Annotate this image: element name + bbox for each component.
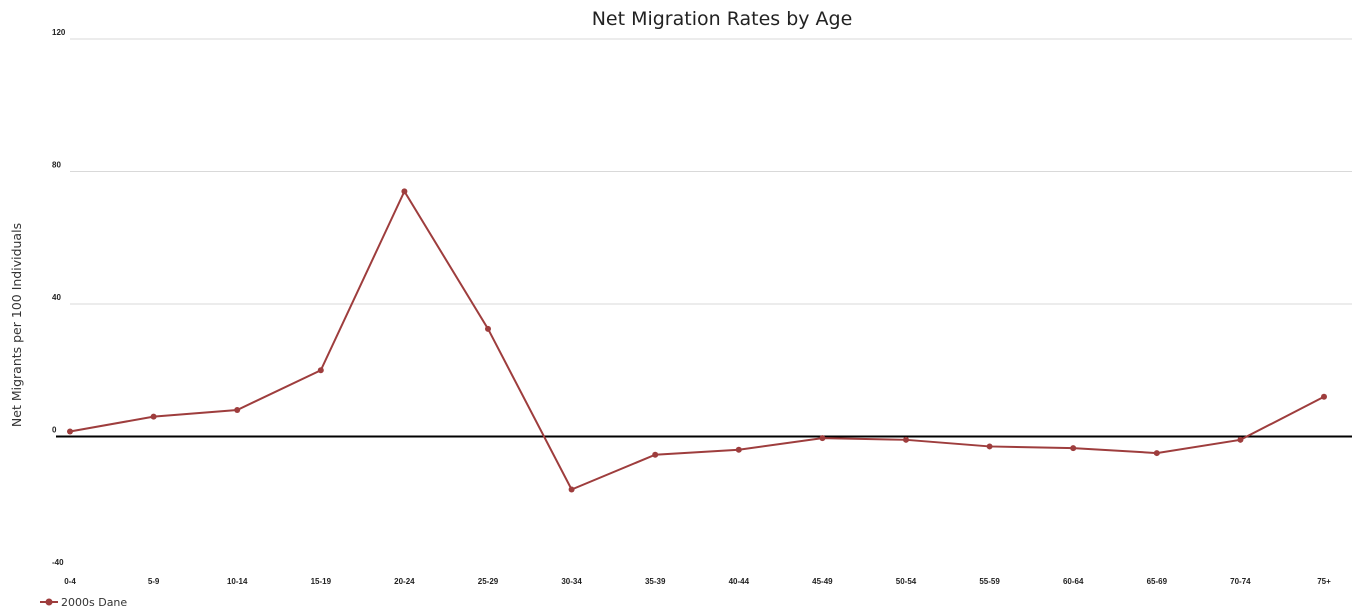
data-point[interactable] <box>735 446 742 453</box>
x-tick-label: 50-54 <box>896 577 917 586</box>
data-point[interactable] <box>1070 445 1077 452</box>
x-tick-label: 0-4 <box>64 577 76 586</box>
x-tick-label: 55-59 <box>979 577 1000 586</box>
data-point[interactable] <box>150 413 157 420</box>
legend[interactable]: 2000s Dane <box>40 596 127 609</box>
x-tick-label: 60-64 <box>1063 577 1084 586</box>
y-tick-label: 120 <box>52 28 66 37</box>
data-point[interactable] <box>568 486 575 493</box>
x-tick-label: 45-49 <box>812 577 833 586</box>
series-line <box>69 189 1325 491</box>
x-tick-label: 40-44 <box>729 577 750 586</box>
x-tick-label: 25-29 <box>478 577 499 586</box>
y-tick-label: 40 <box>52 293 61 302</box>
x-tick-label: 15-19 <box>311 577 332 586</box>
series-layer <box>67 188 1327 493</box>
y-tick-labels: 120 80 40 0 -40 <box>52 28 66 567</box>
x-tick-labels: 0-4 5-9 10-14 15-19 20-24 25-29 30-34 35-39 40-4… <box>64 577 1331 586</box>
x-tick-label: 30-34 <box>561 577 582 586</box>
chart-title: Net Migration Rates by Age <box>592 8 853 30</box>
x-tick-label: 10-14 <box>227 577 248 586</box>
data-point[interactable] <box>1153 450 1160 457</box>
data-point[interactable] <box>401 188 408 195</box>
x-tick-label: 70-74 <box>1230 577 1251 586</box>
x-tick-label: 35-39 <box>645 577 666 586</box>
y-tick-label: 0 <box>52 426 57 435</box>
y-tick-label: 80 <box>52 161 61 170</box>
y-axis-label: Net Migrants per 100 Individuals <box>9 223 24 427</box>
y-tick-label: -40 <box>52 558 64 567</box>
x-tick-label: 20-24 <box>394 577 415 586</box>
legend-label: 2000s Dane <box>61 596 127 609</box>
x-tick-label: 75+ <box>1317 577 1331 586</box>
data-point[interactable] <box>652 451 659 458</box>
data-point[interactable] <box>1321 393 1327 400</box>
data-point[interactable] <box>1237 436 1244 443</box>
x-tick-label: 5-9 <box>148 577 160 586</box>
data-point[interactable] <box>317 367 324 374</box>
data-point[interactable] <box>903 436 909 443</box>
data-point[interactable] <box>819 435 826 442</box>
grid-lines <box>70 38 1352 305</box>
data-point[interactable] <box>485 325 491 332</box>
data-point[interactable] <box>67 428 73 435</box>
legend-marker <box>45 598 53 606</box>
data-point[interactable] <box>986 443 993 450</box>
x-tick-label: 65-69 <box>1147 577 1168 586</box>
data-point[interactable] <box>234 407 241 413</box>
